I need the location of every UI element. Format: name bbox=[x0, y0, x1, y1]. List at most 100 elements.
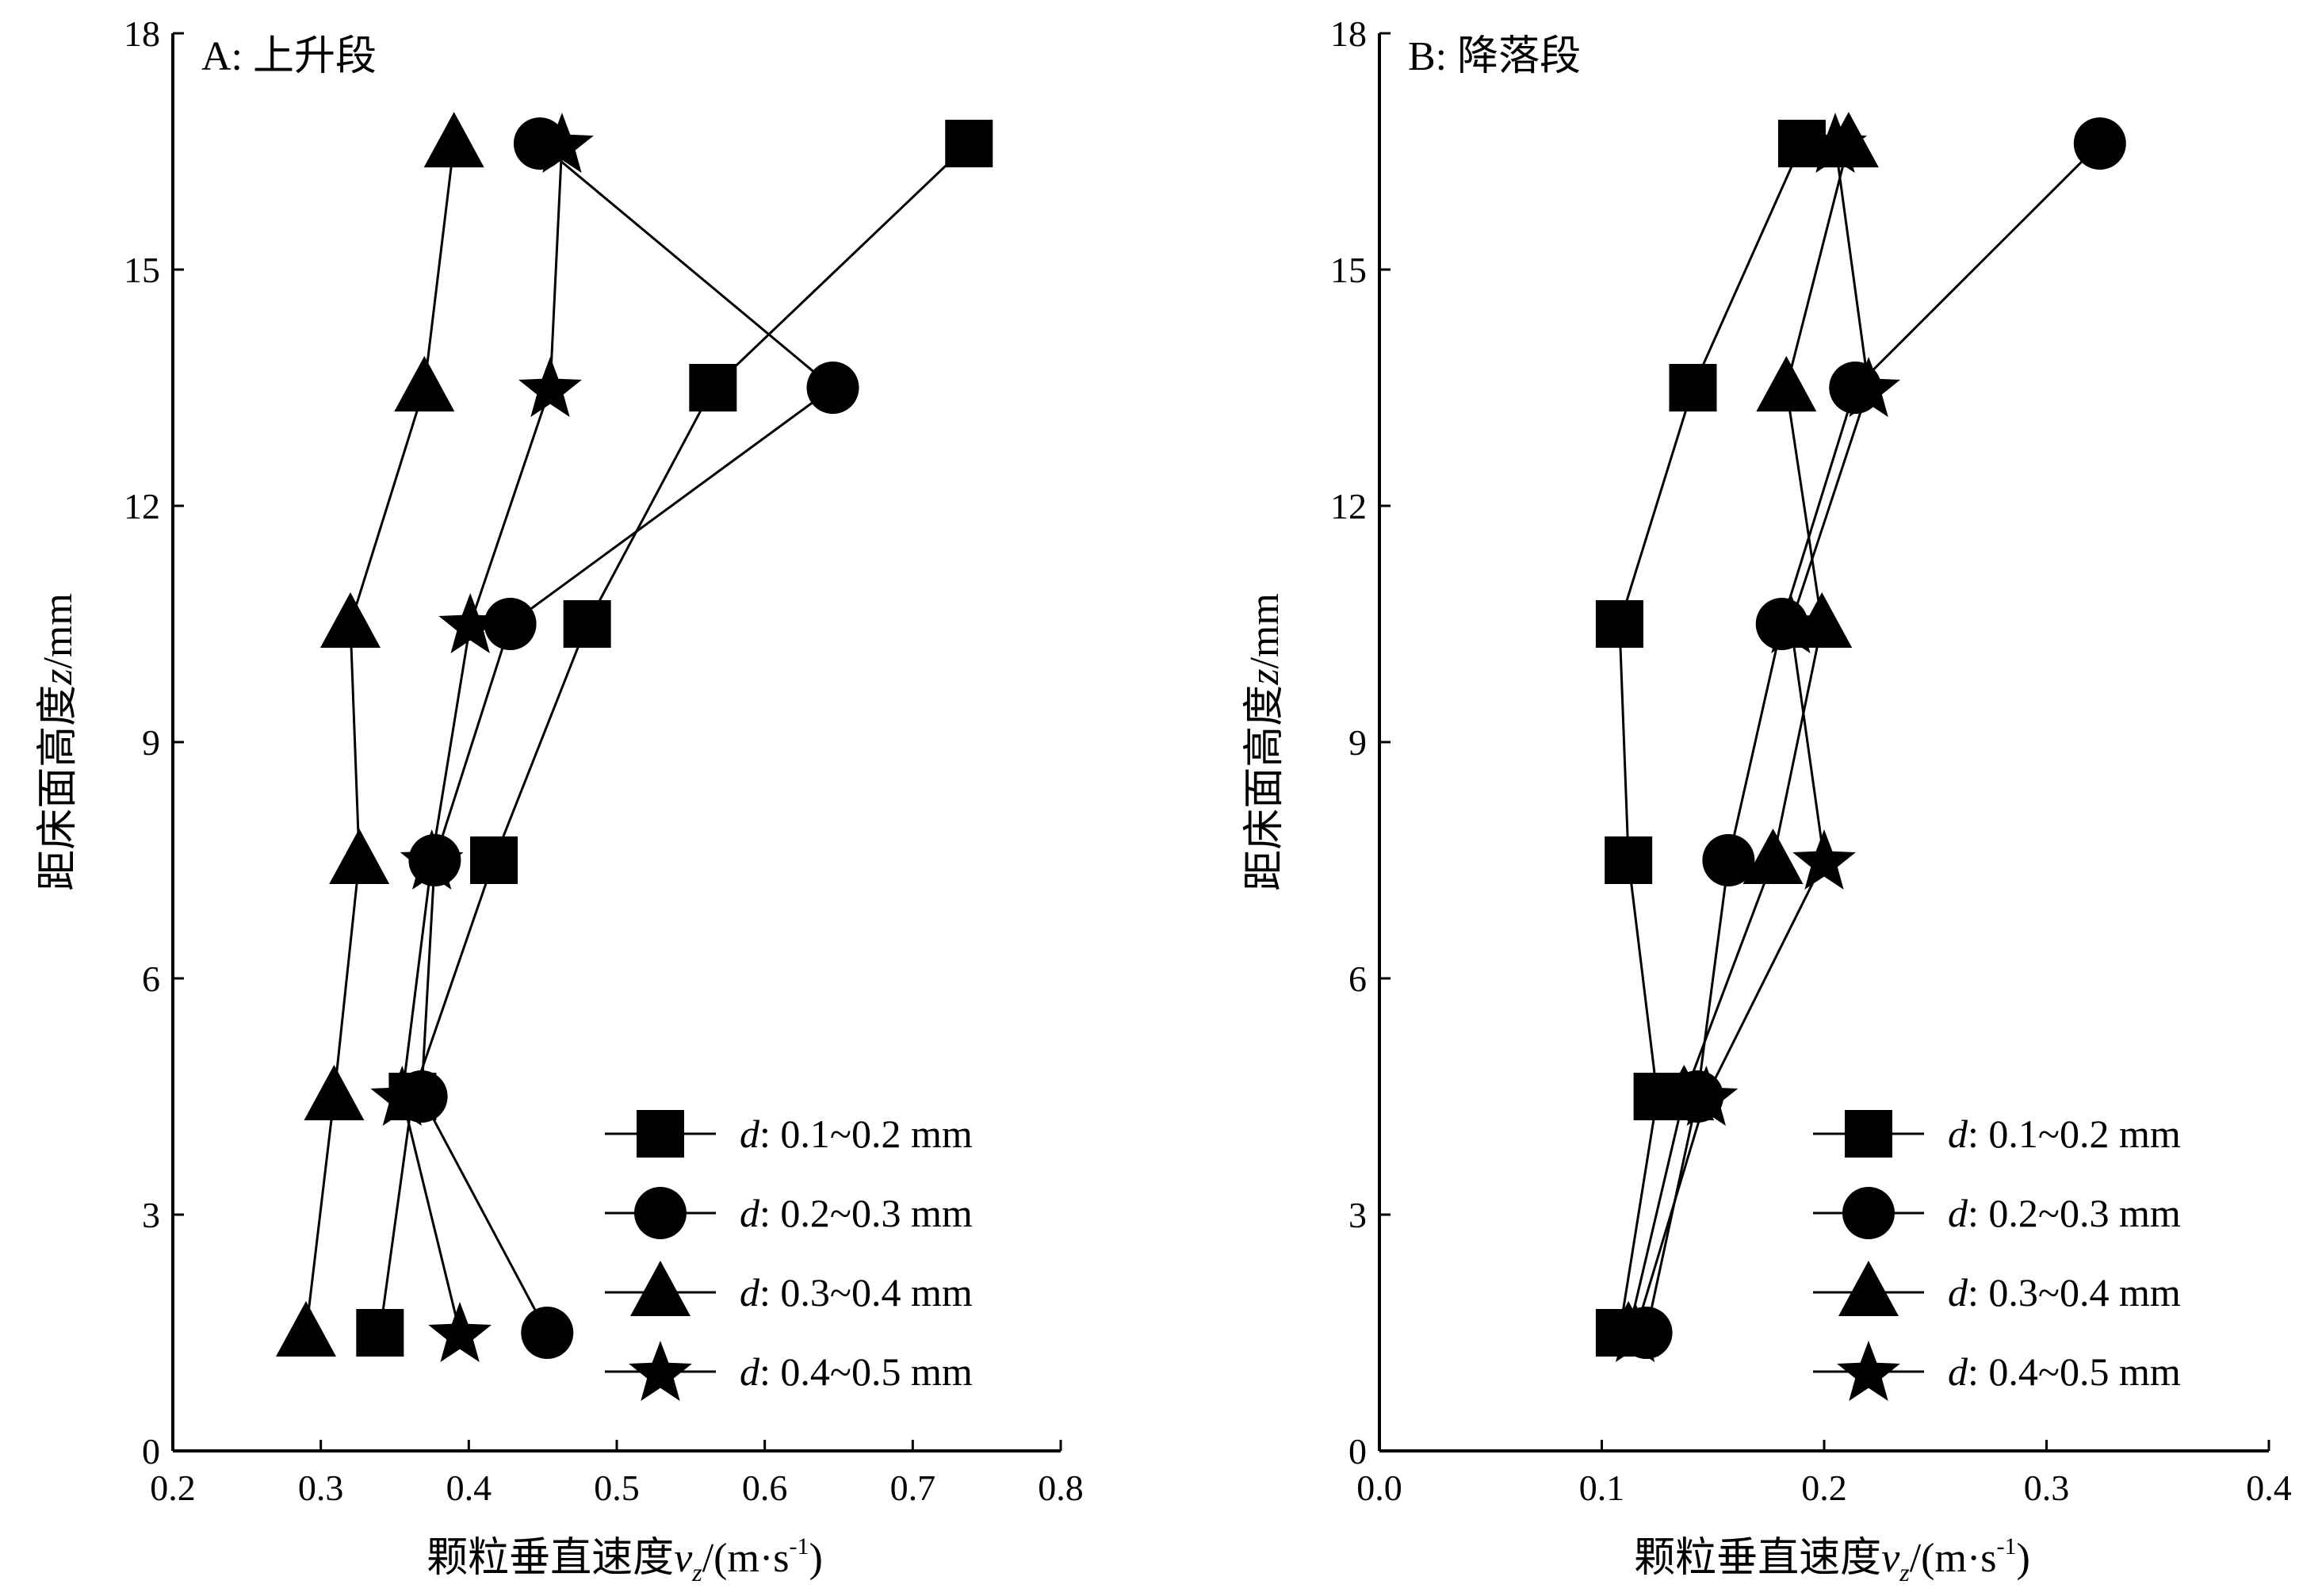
panel-b-series-star-point bbox=[1792, 829, 1856, 890]
panel-a-series-triangle-point bbox=[423, 112, 484, 168]
panel-a-legend-item: d: 0.3~0.4 mm bbox=[605, 1261, 973, 1316]
panel-a-y-tick-label: 3 bbox=[142, 1195, 160, 1235]
panel-a-series-square-point bbox=[945, 120, 993, 168]
panel-a-series-star-point bbox=[518, 357, 582, 417]
panel-a-legend-label: d: 0.2~0.3 mm bbox=[740, 1191, 973, 1235]
panel-a-x-tick-label: 0.4 bbox=[446, 1468, 492, 1508]
panel-b-legend-item: d: 0.1~0.2 mm bbox=[1813, 1110, 2181, 1158]
panel-b-y-tick-label: 6 bbox=[1348, 959, 1367, 999]
panel-a-series-triangle-point bbox=[394, 356, 455, 411]
panel-b-series-triangle-point bbox=[1792, 592, 1853, 648]
panel-b-legend: d: 0.1~0.2 mm d: 0.2~0.3 mm d: 0.3~0.4 mm d… bbox=[1813, 1110, 2181, 1401]
panel-b-legend-label: d: 0.3~0.4 mm bbox=[1948, 1270, 2181, 1315]
panel-b-legend-item: d: 0.4~0.5 mm bbox=[1813, 1341, 2181, 1401]
panel-b-title: B: 降落段 bbox=[1408, 34, 1581, 79]
panel-b-series-square-point bbox=[1595, 600, 1643, 648]
panel-a-series-square-point bbox=[470, 836, 518, 884]
panel-b-x-tick-label: 0.4 bbox=[2246, 1468, 2292, 1508]
panel-a-series-triangle-point bbox=[304, 1065, 365, 1120]
panel-b-series-star-point bbox=[1603, 1302, 1667, 1362]
panel-a-series-star-line bbox=[400, 144, 564, 1334]
panel-a-legend-label: d: 0.1~0.2 mm bbox=[740, 1112, 973, 1156]
panel-a-x-tick-label: 0.2 bbox=[150, 1468, 196, 1508]
panel-b-legend-marker bbox=[1838, 1261, 1899, 1316]
panel-a-series-star-point bbox=[530, 113, 594, 173]
panel-b-legend-label: d: 0.4~0.5 mm bbox=[1948, 1349, 2181, 1394]
panel-b-series-square-point bbox=[1605, 836, 1653, 884]
panel-a-legend-item: d: 0.4~0.5 mm bbox=[605, 1341, 973, 1401]
panel-a-legend-marker bbox=[630, 1261, 690, 1316]
panel-b-y-tick-label: 3 bbox=[1348, 1195, 1367, 1235]
panel-a-legend: d: 0.1~0.2 mm d: 0.2~0.3 mm d: 0.3~0.4 mm d… bbox=[605, 1110, 973, 1401]
panel-b-series-square-point bbox=[1669, 364, 1717, 411]
panel-b-y-tick-label: 15 bbox=[1330, 250, 1367, 290]
panel-a-legend-item: d: 0.2~0.3 mm bbox=[605, 1187, 973, 1239]
panel-b-series-star-point bbox=[1804, 113, 1867, 173]
panel-b-series-star-point bbox=[1674, 1066, 1739, 1126]
panel-b-x-tick-label: 0.3 bbox=[2024, 1468, 2070, 1508]
panel-a-series-square-line bbox=[378, 143, 970, 1334]
panel-a-legend-marker bbox=[637, 1110, 684, 1158]
panel-a-y-axis-label: 距床面高度z/mm bbox=[36, 593, 81, 891]
panel-b-legend-label: d: 0.1~0.2 mm bbox=[1948, 1112, 2181, 1156]
panel-a-x-axis-label: 颗粒垂直速度vz/(m·s-1) bbox=[427, 1533, 823, 1586]
panel-a-x-tick-label: 0.8 bbox=[1038, 1468, 1084, 1508]
panel-b-legend-marker bbox=[1845, 1110, 1892, 1158]
panel-b-series-lines bbox=[1618, 143, 2101, 1334]
panel-a-y-tick-label: 6 bbox=[142, 959, 160, 999]
panel-a-y-tick-label: 9 bbox=[142, 722, 160, 763]
panel-a-series-circle-point bbox=[806, 362, 859, 414]
panel-b-series-triangle-point bbox=[1756, 356, 1817, 411]
panel-a-series-lines bbox=[304, 142, 970, 1334]
panel-b-x-tick-label: 0.1 bbox=[1579, 1468, 1625, 1508]
panel-b-y-tick-label: 12 bbox=[1330, 486, 1367, 526]
panel-a-series-circle-point bbox=[484, 598, 537, 650]
panel-a-series-triangle-line bbox=[304, 143, 456, 1334]
panel-b-x-tick-label: 0.2 bbox=[1801, 1468, 1847, 1508]
panel-b-legend-marker bbox=[1842, 1187, 1895, 1239]
panel-a-title: A: 上升段 bbox=[201, 34, 377, 79]
panel-a: 0.2 0.3 0.4 0.5 0.6 0.7 0.8 0 3 6 9 12 15 18 A: 上升段颗粒垂… bbox=[36, 13, 1084, 1586]
panel-a-x-tick-label: 0.7 bbox=[890, 1468, 936, 1508]
panel-b-series-triangle-point bbox=[1742, 829, 1804, 884]
panel-a-series-triangle-point bbox=[276, 1301, 336, 1357]
panel-a-series-triangle-point bbox=[320, 592, 381, 648]
panel-a-series-star-point bbox=[428, 1302, 492, 1362]
panel-b-y-tick-label: 0 bbox=[1348, 1431, 1367, 1472]
panel-a-legend-marker bbox=[634, 1187, 687, 1239]
panel-a-legend-marker bbox=[629, 1341, 692, 1401]
panel-a-y-tick-label: 18 bbox=[124, 13, 160, 54]
panel-b-series-circle-point bbox=[1702, 834, 1755, 886]
panel-a-y-tick-label: 12 bbox=[124, 486, 160, 526]
panel-b-legend-item: d: 0.2~0.3 mm bbox=[1813, 1187, 2181, 1239]
panel-a-series-circle-line bbox=[420, 142, 835, 1334]
panel-b-series-circle-line bbox=[1645, 143, 2101, 1334]
panel-a-series-square-point bbox=[563, 600, 611, 648]
panel-b-y-tick-label: 9 bbox=[1348, 722, 1367, 763]
panel-a-x-tick-label: 0.5 bbox=[594, 1468, 640, 1508]
panel-b-legend-item: d: 0.3~0.4 mm bbox=[1813, 1261, 2181, 1316]
panel-b: 0.0 0.1 0.2 0.3 0.4 0 3 6 9 12 15 18 B: 降落段颗粒垂直速度vz/… bbox=[1242, 13, 2292, 1586]
panel-a-x-tick-label: 0.6 bbox=[742, 1468, 788, 1508]
panel-b-series-star-point bbox=[1759, 593, 1823, 653]
panel-b-series-triangle-line bbox=[1627, 143, 1850, 1334]
panel-a-series-square-point bbox=[356, 1309, 404, 1357]
panel-a-y-tick-label: 15 bbox=[124, 250, 160, 290]
panel-a-series-star-point bbox=[438, 593, 503, 653]
panel-a-y-tick-label: 0 bbox=[142, 1431, 160, 1472]
panel-b-y-axis-label: 距床面高度z/mm bbox=[1242, 593, 1287, 891]
panel-a-series-star-point bbox=[370, 1066, 434, 1126]
panel-a-x-tick-label: 0.3 bbox=[298, 1468, 344, 1508]
panel-a-legend-item: d: 0.1~0.2 mm bbox=[605, 1110, 973, 1158]
panel-a-series-triangle-point bbox=[329, 829, 390, 884]
panel-b-x-axis-label: 颗粒垂直速度vz/(m·s-1) bbox=[1634, 1533, 2030, 1586]
panel-a-series-star-point bbox=[400, 829, 464, 890]
panel-a-series-circle-point bbox=[521, 1307, 574, 1359]
panel-b-series-star-line bbox=[1634, 143, 1870, 1334]
panel-b-series-star-point bbox=[1837, 357, 1900, 417]
panel-b-legend-label: d: 0.2~0.3 mm bbox=[1948, 1191, 2181, 1235]
panel-b-series-square-line bbox=[1618, 143, 1804, 1334]
panel-a-legend-label: d: 0.4~0.5 mm bbox=[740, 1349, 973, 1394]
